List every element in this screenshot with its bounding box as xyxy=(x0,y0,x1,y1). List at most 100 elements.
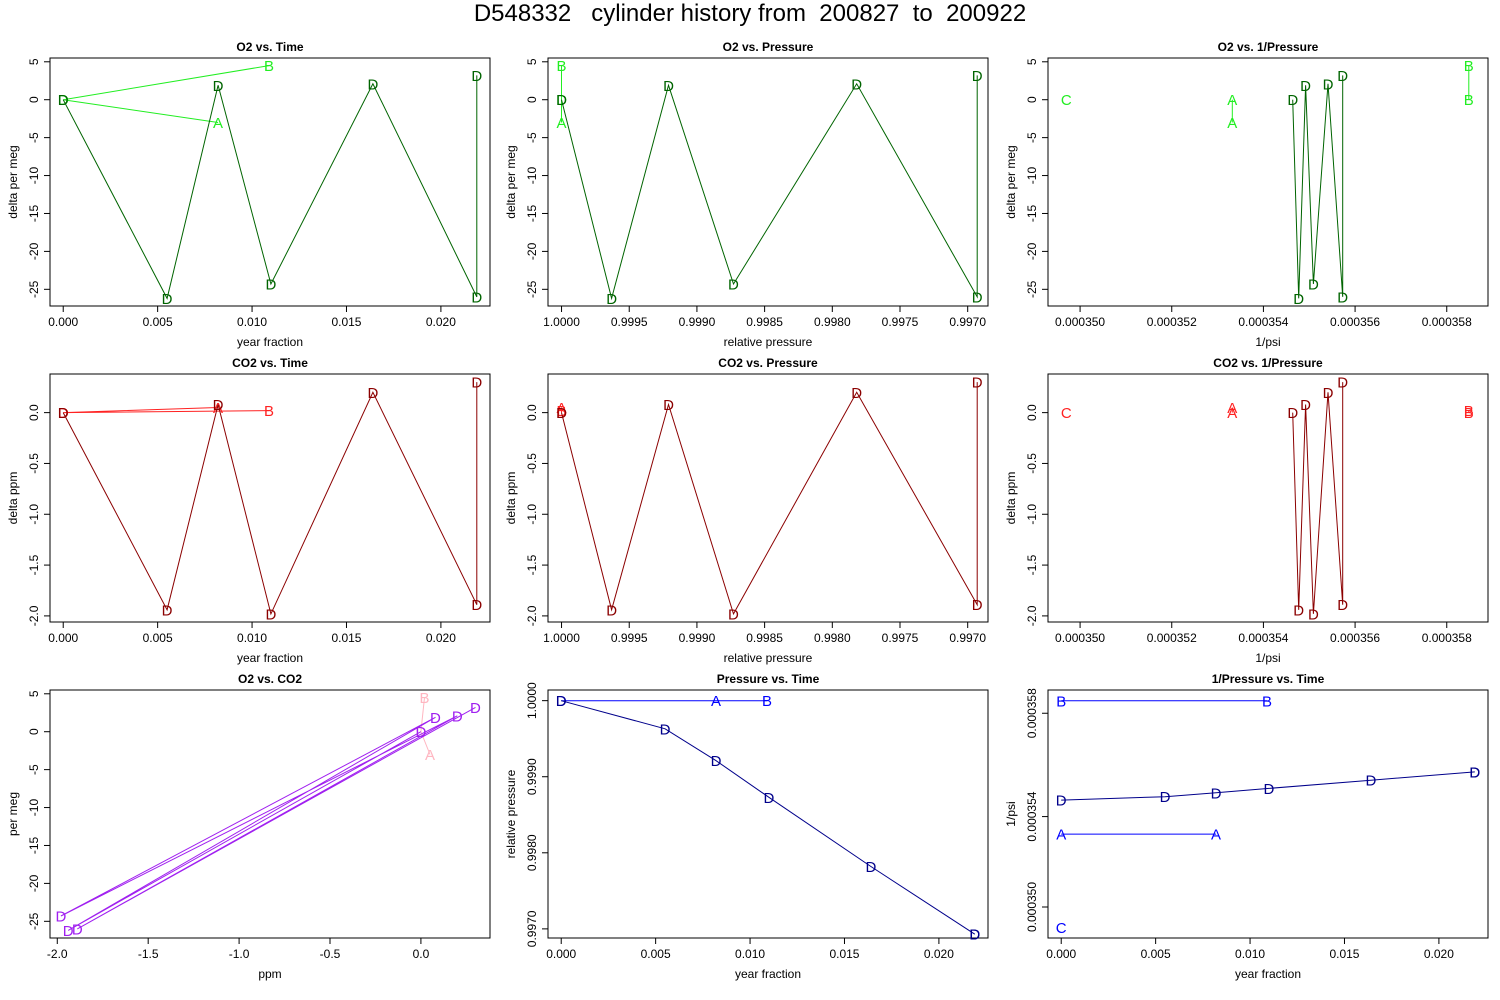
x-tick-label: 0.020 xyxy=(426,631,456,645)
data-point-marker: D xyxy=(660,721,671,738)
data-point-marker: D xyxy=(1300,397,1311,414)
plot-frame xyxy=(49,689,491,939)
data-point-marker: D xyxy=(72,921,83,938)
y-tick-label: -0.5 xyxy=(525,453,539,474)
data-point-marker: B xyxy=(1464,58,1474,75)
data-point-marker: D xyxy=(1323,385,1334,402)
page-title: D548332 cylinder history from 200827 to … xyxy=(473,0,1027,27)
y-tick-label: -0.5 xyxy=(27,453,41,474)
data-point-marker: B xyxy=(1464,403,1474,420)
data-point-marker: D xyxy=(1337,68,1348,85)
x-axis-label: 1/psi xyxy=(1255,651,1280,665)
series-line xyxy=(1061,771,1475,801)
x-axis-label: year fraction xyxy=(237,651,303,665)
y-axis-label: delta ppm xyxy=(6,472,20,525)
data-point-marker: D xyxy=(58,92,69,109)
x-axis-label: relative pressure xyxy=(724,651,813,665)
y-tick-label: -25 xyxy=(525,280,539,298)
data-point-marker: D xyxy=(1337,597,1348,614)
y-tick-label: 5 xyxy=(27,690,41,697)
y-tick-label: 0 xyxy=(27,728,41,735)
data-point-marker: B xyxy=(762,693,772,710)
y-axis-label: relative pressure xyxy=(504,769,518,858)
data-point-marker: D xyxy=(452,708,463,725)
y-tick-label: 0.9970 xyxy=(525,910,539,947)
y-tick-label: -1.0 xyxy=(27,504,41,525)
data-point-marker: D xyxy=(471,597,482,614)
chart-title: O2 vs. Time xyxy=(236,40,303,54)
series-line xyxy=(561,382,978,616)
x-tick-label: 0.010 xyxy=(237,631,267,645)
chart-panel: O2 vs. Pressure relative pressure delta pe… xyxy=(504,40,989,349)
y-tick-label: -1.5 xyxy=(27,554,41,575)
series-line xyxy=(62,75,478,300)
data-point-marker: D xyxy=(606,602,617,619)
data-point-marker: B xyxy=(264,403,274,420)
data-point-marker: D xyxy=(728,606,739,623)
data-point-marker: A xyxy=(425,747,435,764)
x-tick-label: 0.000 xyxy=(546,947,576,961)
data-point-marker: B xyxy=(557,58,567,75)
data-point-marker: A xyxy=(1227,115,1237,132)
plot-frame xyxy=(1047,57,1489,307)
data-point-marker: A xyxy=(557,115,567,132)
x-tick-label: 0.005 xyxy=(143,315,173,329)
data-point-marker: A xyxy=(213,115,223,132)
y-tick-label: -15 xyxy=(27,836,41,854)
data-point-marker: D xyxy=(969,927,980,944)
chart-title: CO2 vs. 1/Pressure xyxy=(1213,356,1323,370)
x-tick-label: 0.020 xyxy=(426,315,456,329)
y-axis-label: per meg xyxy=(6,792,20,836)
data-point-marker: D xyxy=(213,397,224,414)
data-point-marker: D xyxy=(972,289,983,306)
y-tick-label: 0.000354 xyxy=(1025,791,1039,841)
x-tick-label: 0.000354 xyxy=(1238,315,1288,329)
y-tick-label: -1.5 xyxy=(1025,554,1039,575)
data-point-marker: D xyxy=(1308,606,1319,623)
data-point-marker: D xyxy=(1293,602,1304,619)
data-point-marker: C xyxy=(1061,405,1072,422)
x-tick-label: 0.020 xyxy=(924,947,954,961)
plot-frame xyxy=(49,57,491,307)
data-point-marker: D xyxy=(471,68,482,85)
x-tick-label: 0.9985 xyxy=(746,631,783,645)
data-point-marker: B xyxy=(557,403,567,420)
y-tick-label: 0 xyxy=(27,96,41,103)
x-tick-label: 0.0 xyxy=(413,947,430,961)
data-point-marker: D xyxy=(415,724,426,741)
data-point-marker: D xyxy=(162,291,173,308)
chart-panel: 1/Pressure vs. Time year fraction 1/psi 0.0… xyxy=(1004,672,1489,981)
series-line xyxy=(1292,75,1344,299)
data-point-marker: A xyxy=(213,400,223,417)
x-tick-label: 0.9975 xyxy=(882,631,919,645)
data-point-marker: D xyxy=(556,693,567,710)
data-point-marker: B xyxy=(420,690,430,707)
x-axis-label: ppm xyxy=(258,967,281,981)
x-tick-label: 0.010 xyxy=(735,947,765,961)
data-point-marker: B xyxy=(1464,92,1474,109)
chart-panel: Pressure vs. Time year fraction relative p… xyxy=(504,672,989,981)
y-tick-label: -5 xyxy=(27,764,41,775)
y-axis-label: delta ppm xyxy=(1004,472,1018,525)
y-tick-label: 1.0000 xyxy=(525,682,539,719)
data-point-marker: B xyxy=(1464,405,1474,422)
x-tick-label: 0.000350 xyxy=(1055,315,1105,329)
y-tick-label: -5 xyxy=(1025,132,1039,143)
data-point-marker: D xyxy=(162,602,173,619)
series-line xyxy=(63,407,270,414)
plot-frame xyxy=(547,373,989,623)
y-tick-label: 0.000358 xyxy=(1025,688,1039,738)
data-point-marker: A xyxy=(1227,92,1237,109)
data-point-marker: D xyxy=(556,92,567,109)
data-point-marker: D xyxy=(606,291,617,308)
x-tick-label: 0.000 xyxy=(48,315,78,329)
x-tick-label: 0.000352 xyxy=(1147,631,1197,645)
data-point-marker: A xyxy=(1227,405,1237,422)
plot-frame xyxy=(1047,373,1489,623)
plot-frame xyxy=(547,57,989,307)
chart-panel: CO2 vs. Time year fraction delta ppm 0.000 0… xyxy=(6,356,491,665)
x-tick-label: 0.9990 xyxy=(679,315,716,329)
x-tick-label: 1.0000 xyxy=(543,315,580,329)
x-axis-label: year fraction xyxy=(237,335,303,349)
y-tick-label: -1.5 xyxy=(525,554,539,575)
